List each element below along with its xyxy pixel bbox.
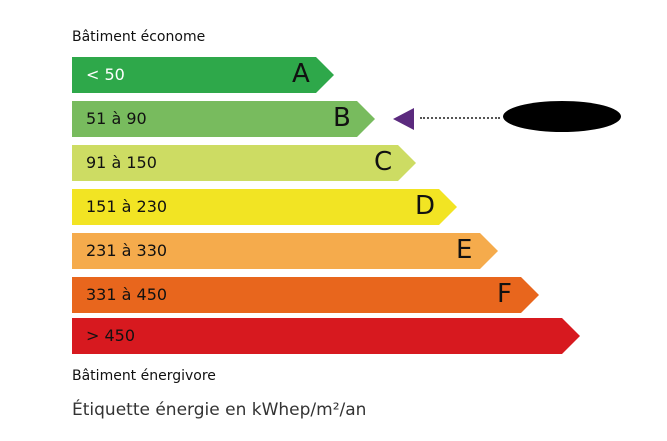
class-range: 51 à 90 [86,109,147,128]
bottom-label: Bâtiment énergivore [72,368,216,384]
energy-class-d-bar: 151 à 230 D [72,189,457,225]
class-letter: A [292,59,310,89]
energy-class-e-bar: 231 à 330 E [72,233,498,269]
class-letter: E [456,235,473,265]
class-range: 151 à 230 [86,197,168,216]
energy-class-c-bar: 91 à 150 C [72,145,416,181]
bar-shape [72,233,498,269]
energy-class-f-bar: 331 à 450 F [72,277,539,313]
class-letter: D [415,191,436,221]
pointer-dotted-line [420,117,500,119]
class-letter: B [333,103,351,133]
class-range: 231 à 330 [86,241,168,260]
bar-shape [72,57,334,93]
bar-shape [72,145,416,181]
energy-class-a-bar: < 50 A [72,57,334,93]
top-label: Bâtiment économe [72,29,206,45]
bar-shape [72,101,375,137]
current-class-arrow-icon [393,108,414,130]
class-letter: F [497,279,512,309]
class-range: < 50 [86,65,125,84]
energy-class-b-bar: 51 à 90 B [72,101,375,137]
redacted-value [503,101,621,132]
class-range: 331 à 450 [86,285,168,304]
bar-shape [72,189,457,225]
energy-class-g-bar: > 450 [72,318,580,354]
caption: Étiquette énergie en kWhep/m²/an [72,400,367,420]
class-range: > 450 [86,326,136,345]
class-range: 91 à 150 [86,153,157,172]
class-letter: C [374,147,393,177]
bar-shape [72,277,539,313]
bar-shape [72,318,580,354]
